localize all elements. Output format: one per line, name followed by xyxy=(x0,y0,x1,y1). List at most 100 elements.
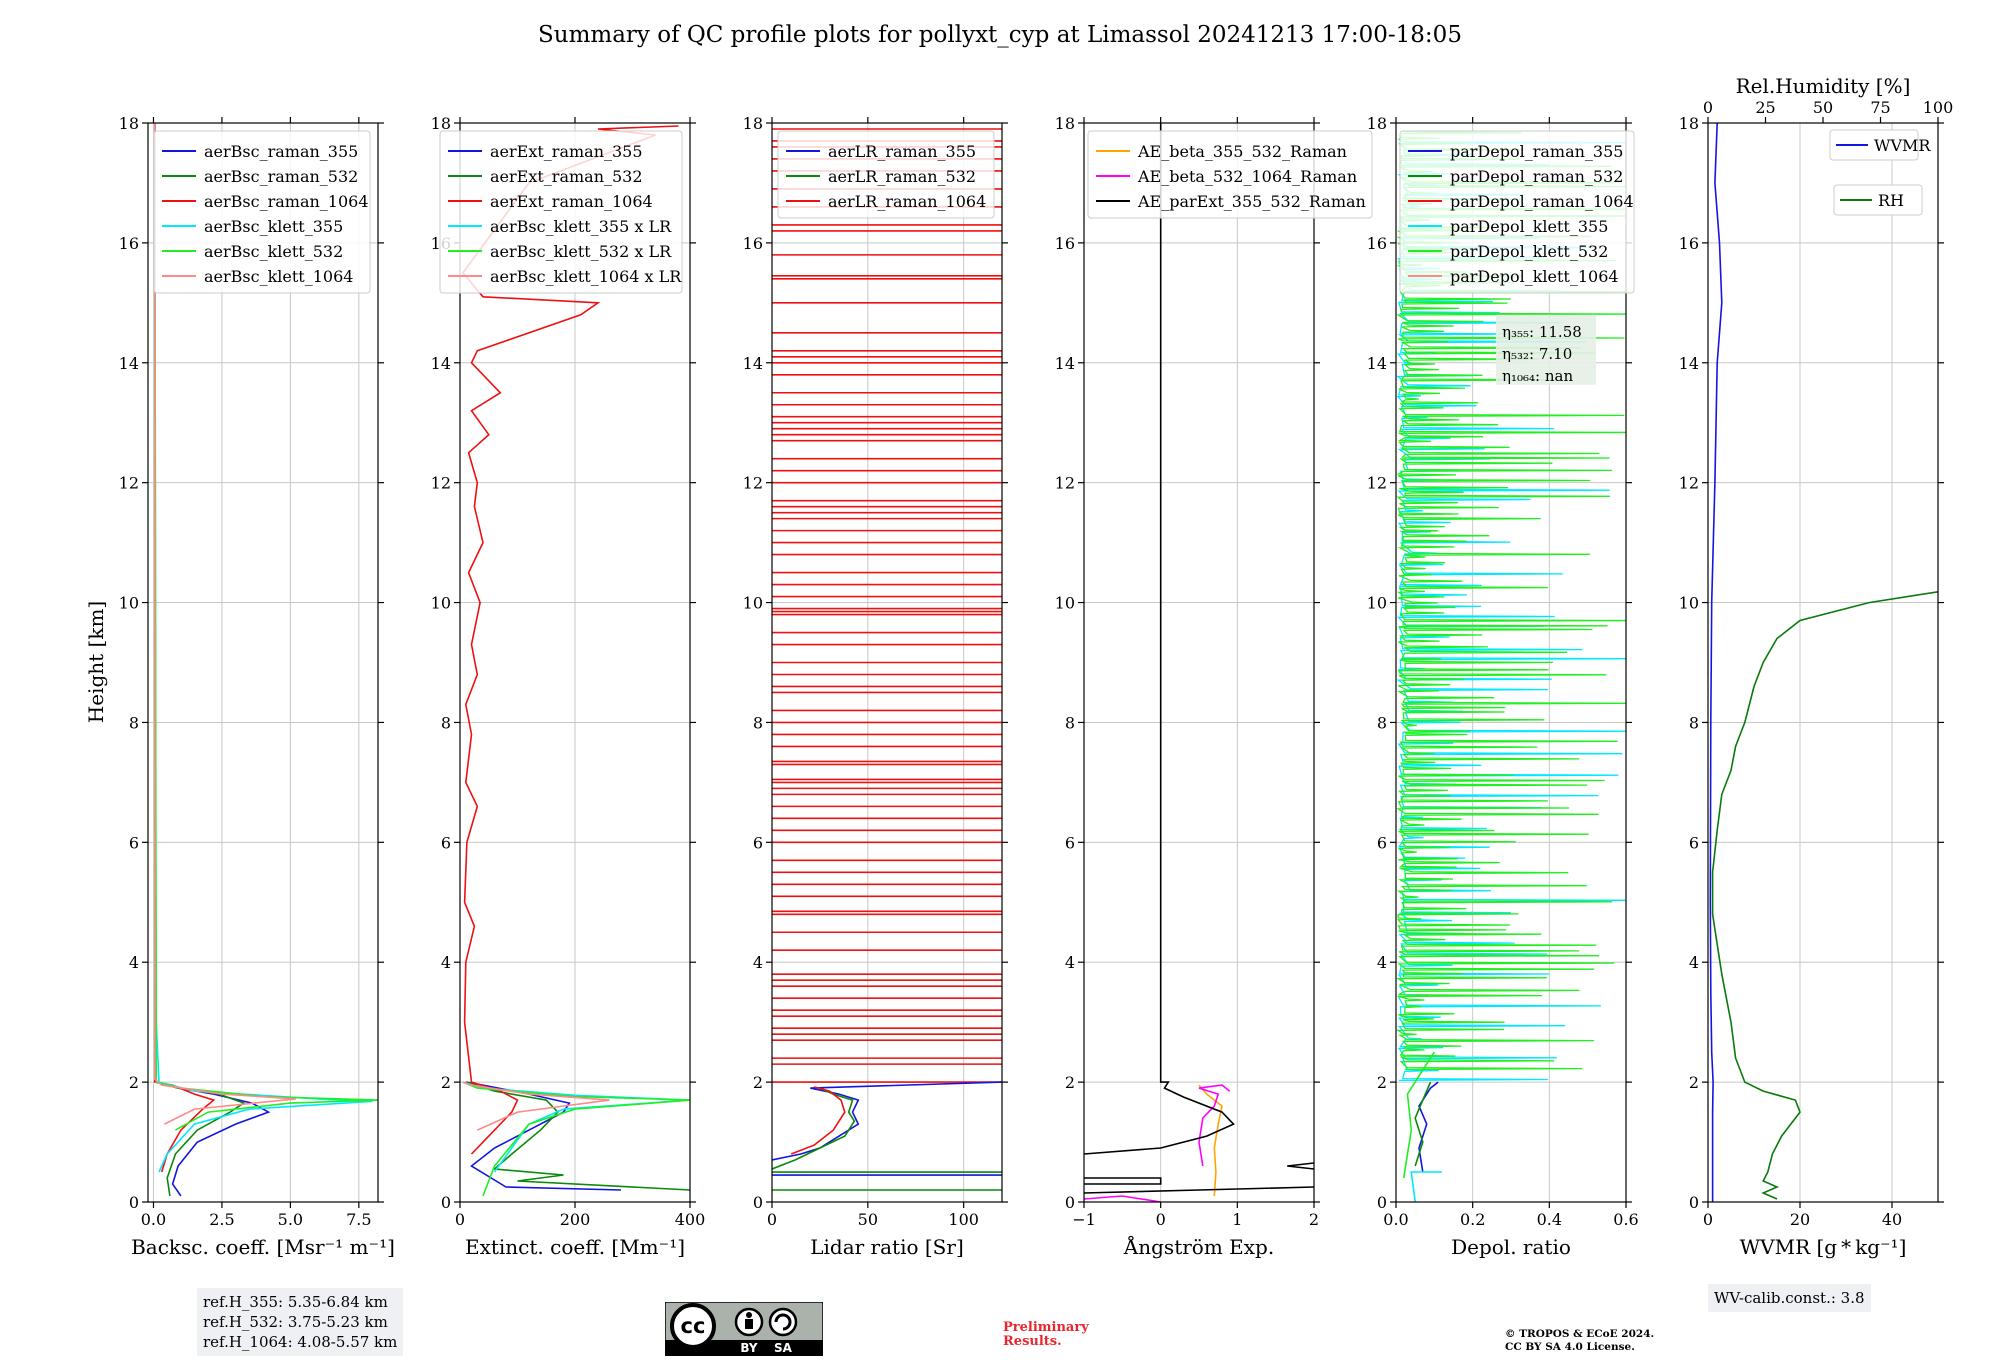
eta-value: η₃₅₅: 11.58 xyxy=(1502,323,1582,341)
copyright-line-2: CC BY SA 4.0 License. xyxy=(1505,1341,1635,1353)
top-x-axis-label: Rel.Humidity [%] xyxy=(1736,74,1911,98)
y-tick-label: 10 xyxy=(1367,594,1387,613)
y-tick-label: 4 xyxy=(1689,953,1699,972)
legend-label: aerBsc_klett_355 xyxy=(204,217,343,236)
eta-value: η₁₀₆₄: nan xyxy=(1502,367,1573,385)
panel-depolarization: 0 2 4 6 8 10 12 14 16 18 0.0 0.2 0.4 0.6 Depol. ratio p… xyxy=(1367,114,1639,1259)
panel-extinction: 0246810121416180200400Extinct. coeff. [M… xyxy=(431,114,706,1259)
legend-label: RH xyxy=(1878,191,1904,210)
series-AE_parExt_355_532_Raman-segment xyxy=(1287,1162,1314,1170)
y-tick-label: 12 xyxy=(1679,474,1699,493)
y-tick-label: 4 xyxy=(753,953,763,972)
depol-spike-trace xyxy=(1396,141,1626,1082)
series-RH xyxy=(1711,590,1938,1200)
legend-label: aerBsc_raman_1064 xyxy=(204,192,369,211)
series-aerLR_raman_532 xyxy=(772,1087,856,1170)
legend-label: parDepol_raman_1064 xyxy=(1450,192,1634,211)
x-tick-label: 400 xyxy=(675,1210,706,1229)
y-tick-label: 8 xyxy=(129,713,139,732)
eta-value: η₅₃₂: 7.10 xyxy=(1502,345,1572,363)
legend-label: aerLR_raman_1064 xyxy=(828,192,986,211)
cc-sa-text: SA xyxy=(774,1341,793,1355)
plot-area xyxy=(461,125,690,1197)
reference-heights-box: ref.H_355: 5.35-6.84 km ref.H_532: 3.75-… xyxy=(197,1288,404,1356)
ref-height-355: ref.H_355: 5.35-6.84 km xyxy=(203,1293,388,1311)
y-tick-label: 0 xyxy=(129,1193,139,1212)
legend-label: AE_beta_355_532_Raman xyxy=(1137,142,1347,161)
legend: parDepol_raman_355 parDepol_raman_532 parD… xyxy=(1399,130,1635,294)
series-aerExt_raman_532 xyxy=(465,1081,690,1191)
y-tick-label: 2 xyxy=(129,1073,139,1092)
wv-calibration-box: WV-calib.const.: 3.8 xyxy=(1708,1284,1871,1312)
copyright-note: © TROPOS & ECoE 2024. CC BY SA 4.0 Licen… xyxy=(1505,1328,1654,1354)
copyright-line-1: © TROPOS & ECoE 2024. xyxy=(1505,1328,1655,1340)
legend-label: aerBsc_klett_532 xyxy=(204,242,343,261)
series-AE_beta_532_1064_Raman xyxy=(1084,1195,1161,1202)
legend: aerExt_raman_355 aerExt_raman_532 aerExt_r… xyxy=(439,130,683,294)
top-x-tick-label: 0 xyxy=(1703,98,1713,117)
y-tick-label: 0 xyxy=(1377,1193,1387,1212)
x-tick-label: 0.6 xyxy=(1613,1210,1638,1229)
series-AE_parExt_355_532_Raman-segment xyxy=(1084,1186,1314,1194)
top-x-tick-label: 25 xyxy=(1755,98,1775,117)
series-parDepol_raman_355 xyxy=(1418,1081,1439,1173)
y-axis-label: Height [km] xyxy=(84,601,108,723)
axes-frame xyxy=(771,122,1003,1203)
panel-lidar_ratio: 0 2 4 6 8 10 12 14 16 18 0 50 100 Lidar ratio [Sr] aer… xyxy=(743,114,1008,1259)
y-tick-label: 2 xyxy=(441,1073,451,1092)
preliminary-line-2: Results. xyxy=(1003,1334,1062,1349)
ref-height-1064: ref.H_1064: 4.08-5.57 km xyxy=(203,1333,398,1351)
plot-area xyxy=(154,123,378,1197)
series-parDepol_klett_355 xyxy=(1410,1171,1442,1202)
y-tick-label: 14 xyxy=(743,354,763,373)
y-tick-label: 4 xyxy=(1065,953,1075,972)
y-tick-label: 12 xyxy=(1055,474,1075,493)
legend: aerLR_raman_355 aerLR_raman_532 aerLR_rama… xyxy=(777,130,995,219)
y-tick-label: 18 xyxy=(743,114,763,133)
legend-box xyxy=(1399,130,1635,294)
x-tick-label: 0 xyxy=(455,1210,465,1229)
series-WVMR xyxy=(1709,123,1723,1202)
x-tick-label: 1 xyxy=(1232,1210,1242,1229)
x-axis-label: Backsc. coeff. [Msr⁻¹ m⁻¹] xyxy=(131,1235,395,1259)
wv-calibration-constant: WV-calib.const.: 3.8 xyxy=(1714,1289,1865,1307)
y-tick-label: 14 xyxy=(119,354,139,373)
series-aerBsc_klett_1064 x LR xyxy=(462,1081,610,1131)
x-tick-label: 2.5 xyxy=(209,1210,234,1229)
x-tick-label: 0.2 xyxy=(1460,1210,1485,1229)
x-axis-label: Depol. ratio xyxy=(1451,1235,1571,1259)
legend-label: aerExt_raman_532 xyxy=(490,167,643,186)
top-x-tick-label: 100 xyxy=(1923,98,1954,117)
y-tick-label: 0 xyxy=(441,1193,451,1212)
legend-box xyxy=(777,130,995,219)
cc-by-text: BY xyxy=(740,1341,757,1355)
y-tick-label: 6 xyxy=(753,833,763,852)
plot-area xyxy=(1084,123,1314,1202)
legend-label: aerBsc_klett_1064 x LR xyxy=(490,267,682,286)
y-tick-label: 6 xyxy=(441,833,451,852)
legend: aerBsc_raman_355 aerBsc_raman_532 aerBsc_r… xyxy=(153,130,371,294)
y-tick-label: 10 xyxy=(431,594,451,613)
x-tick-label: 7.5 xyxy=(346,1210,371,1229)
series-aerLR_raman_1064 xyxy=(790,1086,846,1155)
y-tick-label: 2 xyxy=(1065,1073,1075,1092)
x-tick-label: −1 xyxy=(1072,1210,1096,1229)
y-tick-label: 4 xyxy=(1377,953,1387,972)
x-tick-label: 0.0 xyxy=(1383,1210,1408,1229)
legend-label: parDepol_klett_532 xyxy=(1450,242,1608,261)
preliminary-line-1: Preliminary xyxy=(1003,1320,1089,1335)
series-parDepol_raman_532 xyxy=(1414,1081,1432,1167)
y-tick-label: 8 xyxy=(753,713,763,732)
top-x-tick-label: 50 xyxy=(1813,98,1833,117)
x-tick-label: 5.0 xyxy=(278,1210,303,1229)
axes-frame xyxy=(1707,122,1939,1203)
axes-frame xyxy=(1083,122,1315,1203)
y-tick-label: 0 xyxy=(753,1193,763,1212)
y-tick-label: 8 xyxy=(1377,713,1387,732)
series-AE_beta_355_532_Raman xyxy=(1198,1084,1223,1197)
legend: AE_beta_355_532_Raman AE_beta_532_1064_Ra… xyxy=(1087,130,1373,219)
y-tick-label: 12 xyxy=(1367,474,1387,493)
x-tick-label: 0 xyxy=(1156,1210,1166,1229)
